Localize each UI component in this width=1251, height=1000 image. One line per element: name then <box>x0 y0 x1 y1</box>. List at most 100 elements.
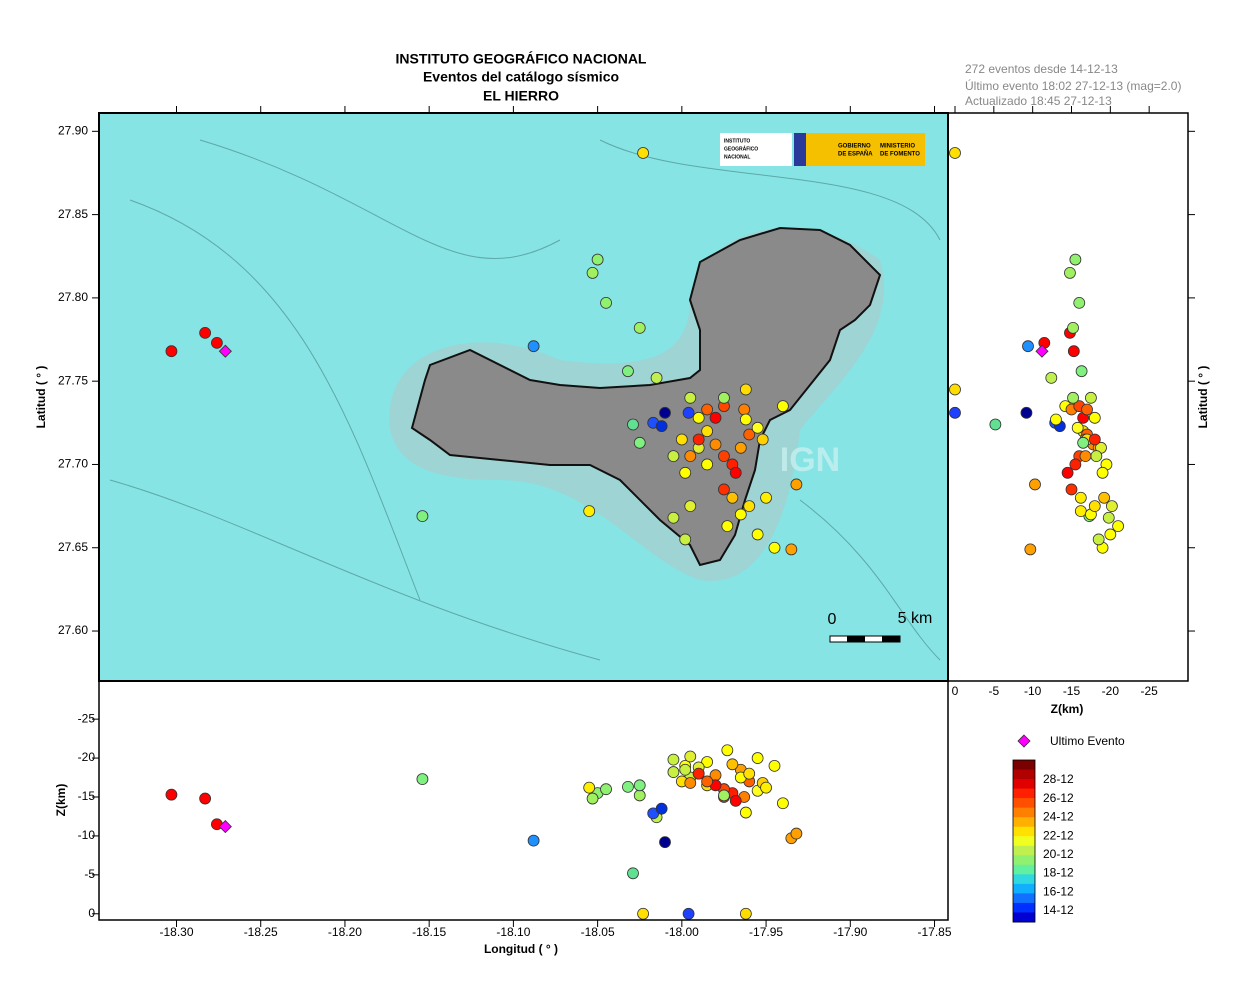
last-event <box>218 344 232 358</box>
event <box>1067 345 1080 358</box>
y-tick-label: -10 <box>78 828 96 842</box>
event <box>721 744 734 757</box>
event <box>718 391 730 404</box>
event <box>949 147 961 159</box>
scale-label: 5 km <box>898 610 933 627</box>
colorbar-segment <box>1013 883 1035 894</box>
event <box>738 403 751 416</box>
x-tick-label: -18.10 <box>496 925 530 939</box>
event <box>1077 436 1090 449</box>
event <box>679 466 692 479</box>
logo-ign <box>720 133 792 166</box>
event <box>165 345 178 358</box>
event <box>667 766 680 778</box>
x-tick-label: -17.95 <box>749 925 783 939</box>
event <box>637 907 650 920</box>
event <box>777 400 789 413</box>
event <box>729 794 742 807</box>
y-tick-label: 27.90 <box>58 123 88 137</box>
event <box>1081 403 1093 416</box>
event <box>949 383 961 396</box>
info-line: Último evento 18:02 27-12-13 (mag=2.0) <box>965 78 1181 93</box>
colorbar-label: 26-12 <box>1043 791 1074 805</box>
logo-text: INSTITUTO <box>724 138 750 144</box>
event <box>785 543 798 556</box>
event <box>679 763 692 776</box>
logo-flag <box>794 133 806 166</box>
axis-label: Z(km) <box>1051 702 1084 716</box>
event <box>739 907 752 920</box>
event <box>1096 466 1109 479</box>
event <box>726 491 739 504</box>
event <box>667 753 680 766</box>
event <box>682 406 695 419</box>
logo-text: MINISTERIO <box>880 144 915 150</box>
colorbar-label: 16-12 <box>1043 884 1074 898</box>
event <box>790 478 803 491</box>
axis-label: Z(km) <box>54 784 68 817</box>
event <box>777 797 789 810</box>
event <box>1088 500 1101 513</box>
event <box>734 441 747 454</box>
event <box>739 383 752 396</box>
event <box>679 533 692 546</box>
x-tick-label: -5 <box>988 684 999 698</box>
y-tick-label: 27.65 <box>58 540 88 554</box>
last-event <box>218 820 232 834</box>
colorbar-frame <box>1012 759 1036 923</box>
scale-bar <box>847 636 865 642</box>
event <box>1071 421 1084 434</box>
y-tick-label: -20 <box>78 750 96 764</box>
event <box>416 510 429 522</box>
event <box>692 411 705 424</box>
contours <box>109 139 941 661</box>
event <box>709 438 722 451</box>
legend-label: Ultimo Evento <box>1050 734 1125 748</box>
x-tick-label: 0 <box>952 684 959 698</box>
x-tick-label: -18.30 <box>159 925 193 939</box>
y-tick-label: 27.75 <box>58 373 88 387</box>
legend-marker <box>1017 734 1031 748</box>
event <box>751 528 764 541</box>
colorbar-segment <box>1013 902 1035 913</box>
x-tick-label: -17.90 <box>833 925 867 939</box>
event <box>739 413 752 426</box>
colorbar-segment <box>1013 769 1035 780</box>
event <box>165 788 178 801</box>
event <box>659 406 671 419</box>
event <box>199 792 212 805</box>
logo-gov <box>806 133 925 166</box>
event <box>684 777 697 789</box>
event <box>989 418 1002 431</box>
event <box>1104 528 1117 541</box>
logo-text: DE FOMENTO <box>880 152 920 158</box>
event <box>1067 391 1079 404</box>
title-line: Eventos del catálogo sísmico <box>423 69 619 85</box>
event <box>1090 450 1103 463</box>
event <box>743 500 756 513</box>
event <box>211 336 223 349</box>
last-event <box>1035 344 1049 358</box>
scale-bar <box>882 636 900 642</box>
event <box>1098 491 1111 504</box>
event <box>1074 491 1087 504</box>
event <box>718 483 730 496</box>
colorbar-segment <box>1013 855 1035 866</box>
event <box>633 779 646 792</box>
event <box>1085 391 1097 404</box>
logo-text: DE ESPAÑA <box>838 151 873 158</box>
event <box>760 491 772 504</box>
event <box>684 500 697 513</box>
x-tick-label: -18.25 <box>244 925 278 939</box>
event <box>583 781 596 794</box>
event <box>1079 450 1092 463</box>
title-line: INSTITUTO GEOGRÁFICO NACIONAL <box>396 51 647 67</box>
event <box>701 756 714 768</box>
event <box>1064 267 1076 279</box>
event <box>586 792 599 805</box>
logo-text: GEOGRÁFICO <box>724 145 758 152</box>
colorbar-label: 24-12 <box>1043 810 1074 824</box>
event <box>622 780 634 793</box>
event <box>721 520 734 532</box>
event <box>684 391 697 404</box>
